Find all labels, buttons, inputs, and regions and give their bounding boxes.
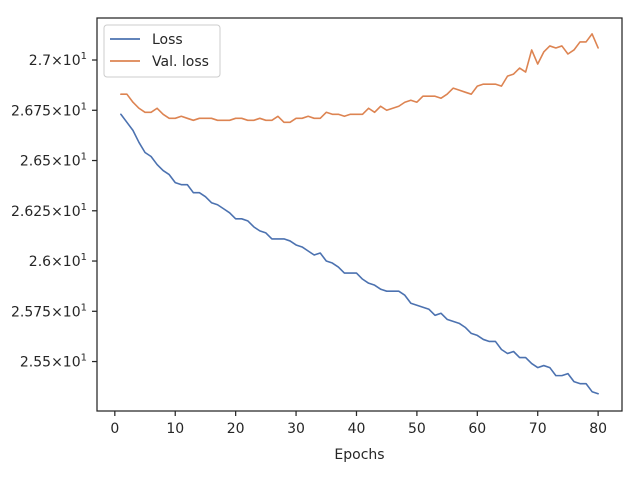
y-tick-label: 2.7×101 — [29, 51, 87, 69]
x-tick-label: 60 — [468, 421, 486, 437]
plot-area — [97, 18, 622, 411]
x-tick-label: 70 — [529, 421, 547, 437]
x-tick-label: 0 — [110, 421, 119, 437]
legend-label-loss: Loss — [152, 32, 183, 48]
y-tick-label: 2.65×101 — [20, 152, 87, 170]
x-tick-label: 10 — [166, 421, 184, 437]
x-tick-label: 40 — [348, 421, 366, 437]
legend: Loss Val. loss — [103, 24, 221, 78]
x-axis-title: Epochs — [334, 447, 384, 463]
series-layer — [120, 33, 599, 395]
series-line-loss — [120, 113, 599, 395]
x-tick-label: 20 — [227, 421, 245, 437]
y-tick-label: 2.55×101 — [20, 353, 87, 371]
legend-label-val-loss: Val. loss — [152, 54, 209, 70]
x-axis-ticks: 0 10 20 30 40 50 60 70 80 — [110, 411, 607, 437]
x-tick-label: 50 — [408, 421, 426, 437]
y-tick-label: 2.575×101 — [11, 302, 87, 320]
y-axis-ticks: 2.55×101 2.575×101 2.6×101 2.625×101 2.65×10… — [11, 51, 97, 371]
x-tick-label: 30 — [287, 421, 305, 437]
y-tick-label: 2.675×101 — [11, 101, 87, 119]
plot-frame — [96, 17, 623, 412]
y-tick-label: 2.6×101 — [29, 252, 87, 270]
legend-box — [103, 24, 221, 78]
series-line-val-loss — [120, 33, 599, 124]
x-tick-label: 80 — [589, 421, 607, 437]
y-tick-label: 2.625×101 — [11, 202, 87, 220]
